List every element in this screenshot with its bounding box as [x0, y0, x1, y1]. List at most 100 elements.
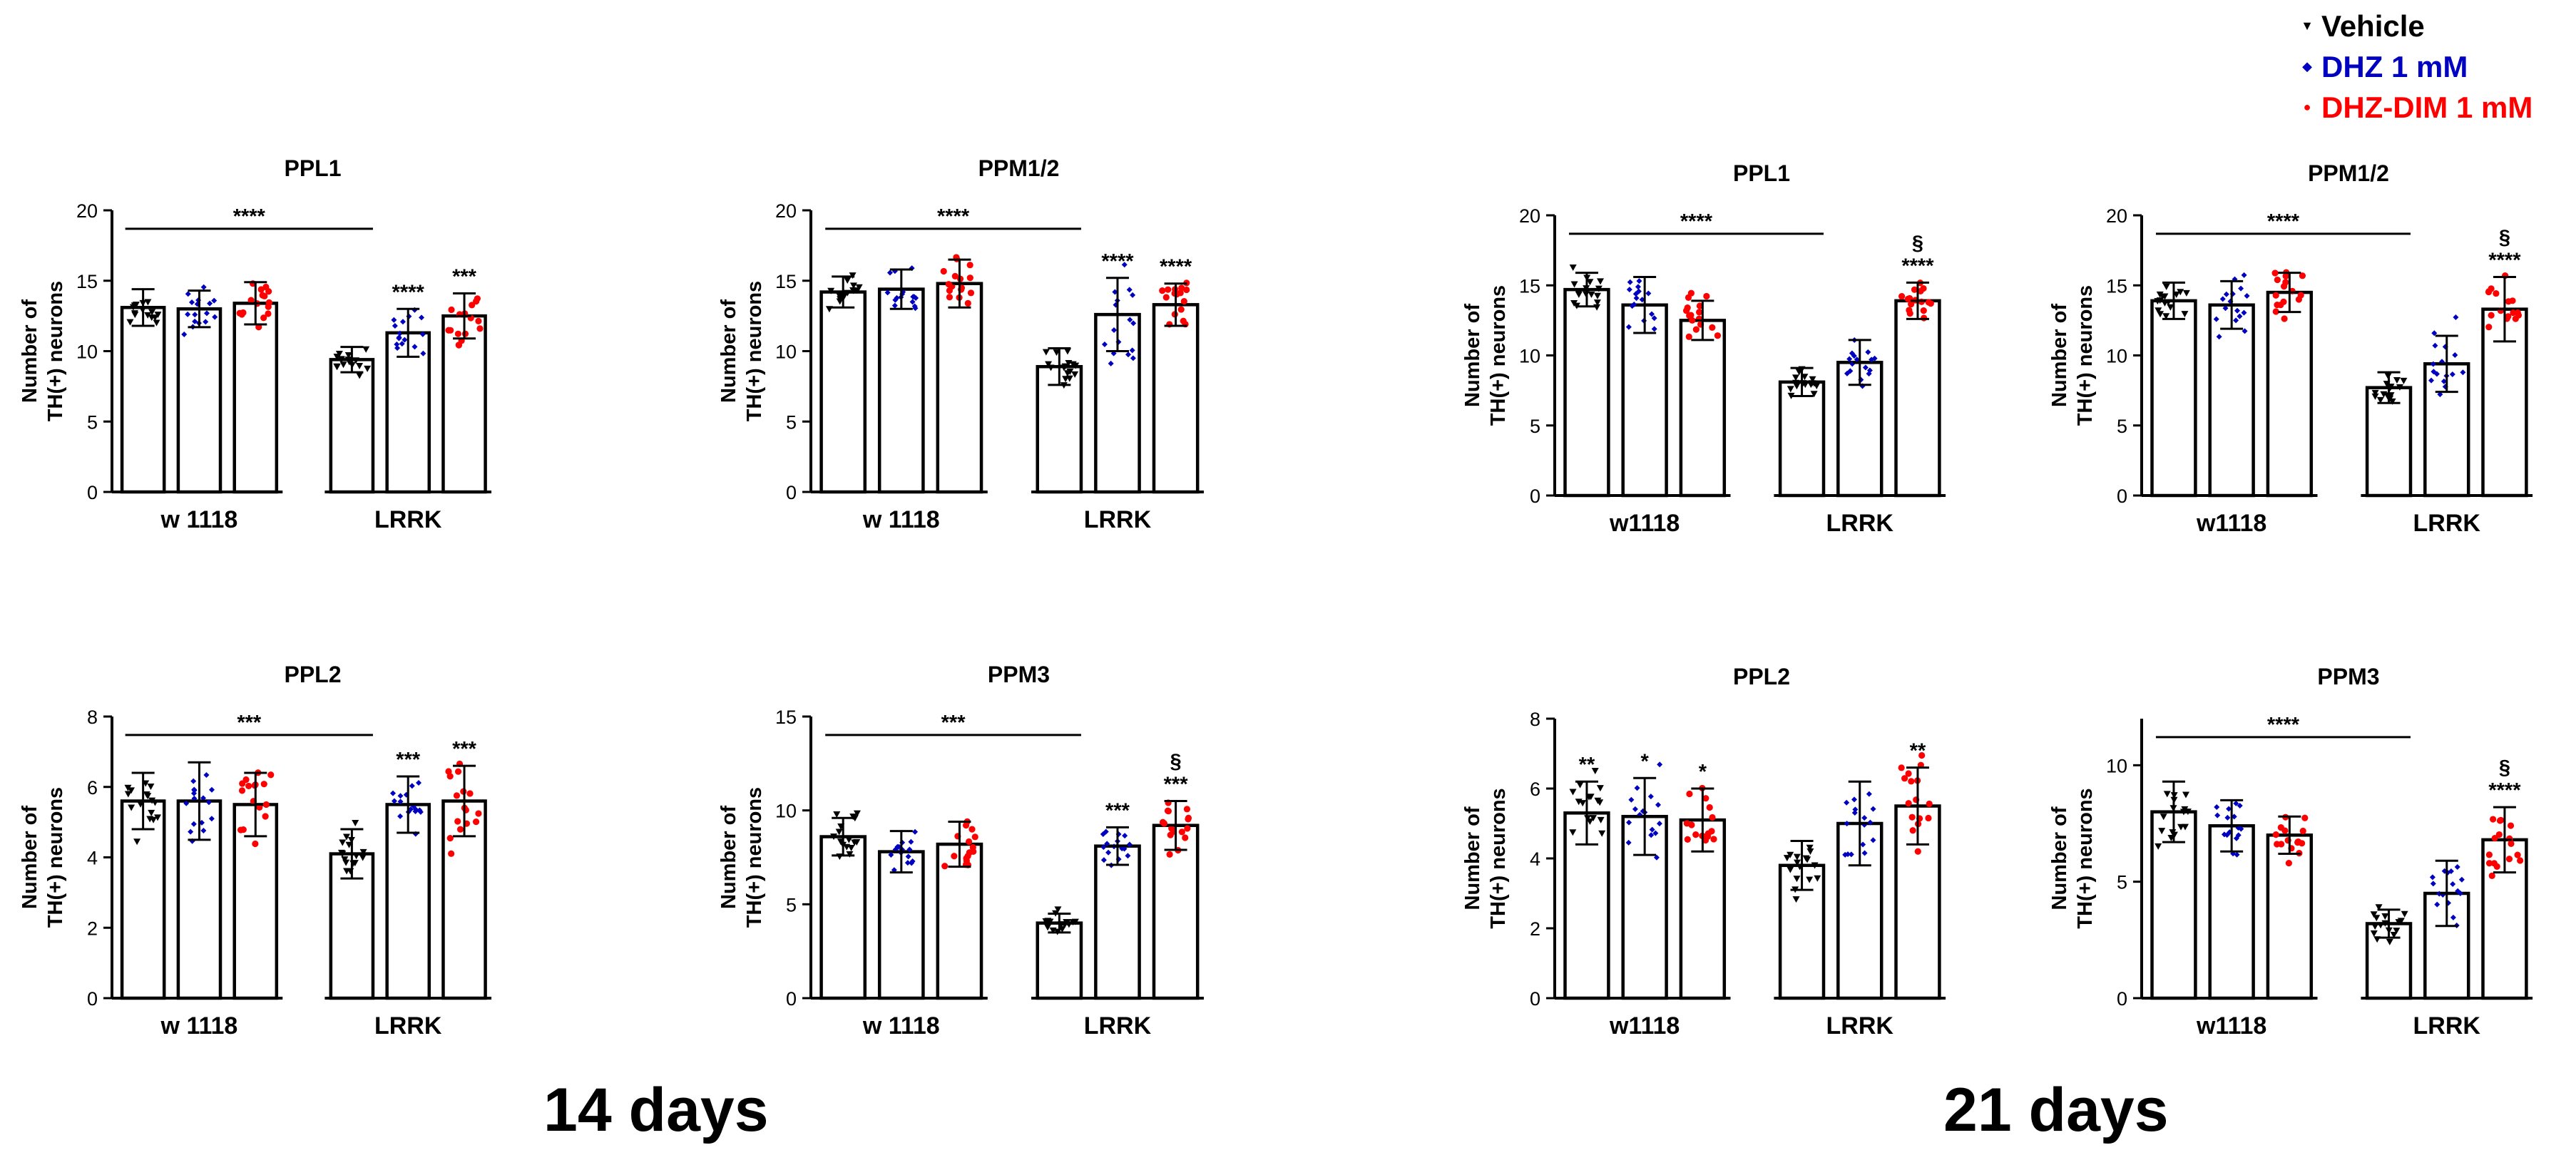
data-point	[1708, 828, 1715, 835]
data-point	[362, 346, 370, 353]
data-point	[1898, 764, 1905, 771]
data-point	[148, 809, 155, 816]
x-category-label: w 1118	[160, 506, 238, 533]
y-tick-label: 10	[76, 342, 98, 363]
data-point	[475, 810, 482, 817]
data-point	[147, 783, 155, 790]
data-point	[1632, 806, 1638, 812]
data-point	[2460, 369, 2466, 376]
data-point	[1071, 918, 1079, 925]
data-point	[2517, 857, 2524, 864]
data-point	[185, 291, 191, 297]
bar	[819, 835, 867, 1000]
data-point	[144, 312, 152, 319]
data-point	[341, 856, 349, 863]
data-point	[1656, 821, 1662, 827]
data-point	[2430, 361, 2436, 367]
significance-marker: §	[2499, 756, 2510, 779]
data-point	[1809, 376, 1816, 383]
data-point	[1787, 851, 1794, 858]
legend-label: DHZ 1 mM	[2321, 49, 2468, 83]
data-point	[128, 787, 136, 794]
significance-marker: ***	[1164, 774, 1189, 796]
significance-marker: **	[1910, 740, 1926, 763]
data-point	[412, 344, 418, 350]
bar	[1036, 921, 1083, 1000]
data-point	[200, 827, 207, 833]
data-point	[1645, 290, 1652, 297]
data-point	[1570, 281, 1578, 288]
y-tick-label: 15	[775, 271, 797, 292]
data-point	[2485, 860, 2493, 867]
data-point	[1160, 820, 1168, 827]
data-point	[1846, 356, 1853, 362]
data-point	[2226, 806, 2232, 812]
data-point	[2493, 289, 2500, 297]
y-tick-label: 15	[775, 707, 797, 728]
y-tick-label: 6	[1530, 779, 1540, 800]
significance-marker: ***	[396, 749, 421, 771]
data-point	[2371, 923, 2379, 930]
data-point	[1909, 827, 1916, 834]
data-point	[2437, 391, 2443, 398]
data-point	[2370, 911, 2378, 918]
data-point	[446, 835, 454, 842]
data-point	[1122, 833, 1128, 839]
data-point	[212, 314, 218, 320]
data-point	[2508, 840, 2515, 847]
data-point	[190, 778, 197, 784]
data-point	[2375, 904, 2383, 911]
bar	[441, 314, 487, 494]
significance-marker: ****	[2488, 779, 2521, 802]
data-point	[1178, 284, 1185, 292]
data-point	[2219, 296, 2226, 302]
significance-marker: ***	[452, 266, 477, 289]
data-point	[2514, 851, 2521, 858]
data-point	[2233, 835, 2239, 841]
chart-panel-6: PPM1/2 0 5 10 15 20 Number of TH(+) neurons w111…	[2048, 160, 2533, 537]
data-point	[967, 289, 975, 297]
data-point	[394, 345, 401, 351]
data-point	[208, 816, 215, 822]
data-point	[2452, 351, 2458, 358]
data-point	[1587, 794, 1595, 801]
data-point	[1127, 317, 1133, 323]
data-point	[333, 354, 341, 361]
data-point	[1591, 768, 1599, 775]
data-point	[1112, 289, 1118, 295]
data-point	[2371, 389, 2379, 396]
data-point	[1625, 324, 1632, 330]
data-point	[1684, 304, 1691, 312]
data-point	[456, 826, 464, 833]
data-point	[1792, 374, 1799, 381]
data-point	[2505, 856, 2513, 863]
chart-title: PPL2	[1733, 664, 1790, 689]
data-point	[1851, 810, 1858, 816]
data-point	[1576, 781, 1584, 789]
chart-title: PPL1	[284, 155, 341, 181]
data-point	[1590, 815, 1598, 822]
data-point	[397, 793, 404, 799]
data-point	[2397, 918, 2405, 925]
data-point	[2214, 804, 2220, 810]
data-point	[1183, 806, 1191, 813]
y-tick-label: 5	[87, 411, 98, 433]
data-point	[2213, 316, 2219, 322]
data-point	[192, 318, 198, 324]
data-point	[1696, 309, 1703, 316]
y-tick-label: 2	[1530, 918, 1540, 940]
data-point	[2223, 291, 2229, 297]
data-point	[2294, 839, 2301, 846]
data-point	[941, 863, 949, 870]
data-point	[359, 854, 367, 861]
data-point	[402, 337, 408, 343]
data-point	[337, 849, 345, 856]
y-tick-label: 8	[87, 707, 98, 728]
bar	[120, 306, 166, 494]
data-point	[2158, 828, 2166, 835]
data-point	[409, 783, 415, 789]
data-point	[835, 828, 843, 836]
data-point	[2393, 377, 2401, 384]
data-point	[2488, 312, 2495, 319]
data-point	[2400, 377, 2408, 384]
